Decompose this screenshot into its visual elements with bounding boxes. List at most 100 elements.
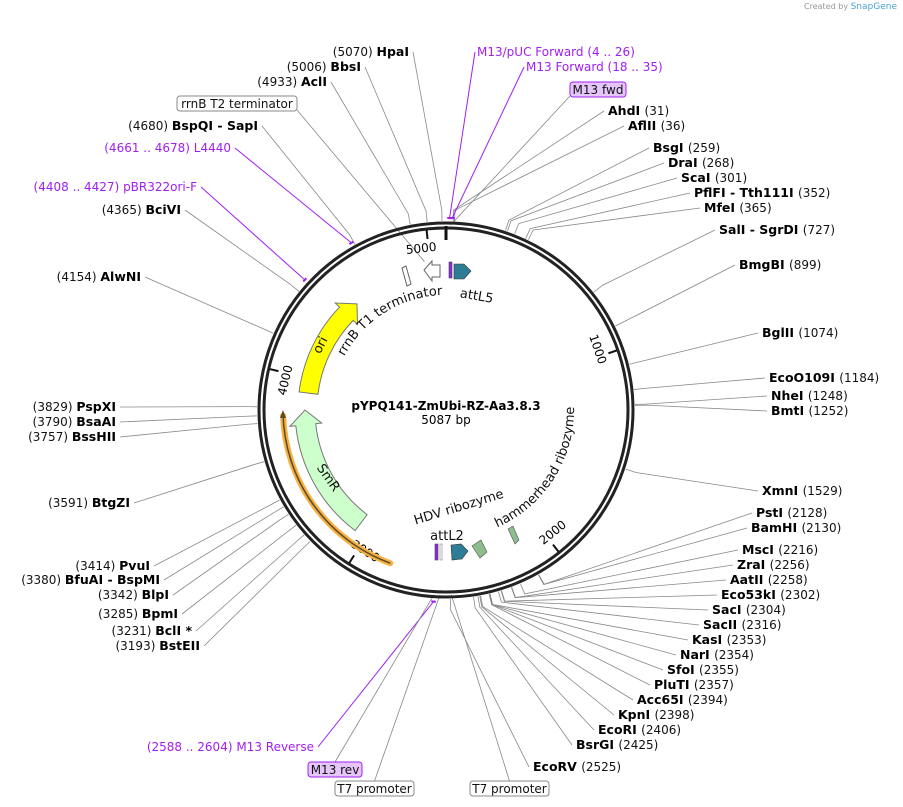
enzyme-name: SacII bbox=[703, 617, 742, 632]
tick-mark bbox=[425, 229, 429, 240]
enzyme-position: (2354) bbox=[714, 648, 754, 662]
enzyme-name: HpaI bbox=[377, 44, 410, 59]
primer-label: M13/pUC Forward (4 .. 26) bbox=[477, 45, 635, 59]
enzyme-position: (2256) bbox=[770, 558, 810, 572]
enzyme-label: (3231) BclI * bbox=[112, 623, 193, 638]
labels: (5070) HpaI(5006) BbsI(4933) AclI(4680) … bbox=[21, 44, 879, 797]
credit-brand: SnapGene bbox=[850, 2, 897, 12]
enzyme-name: BssHII bbox=[72, 429, 116, 444]
enzyme-name: BciVI bbox=[145, 202, 181, 217]
enzyme-name: MscI bbox=[742, 542, 778, 557]
enzyme-position: (2394) bbox=[688, 693, 728, 707]
attl2-site-mark bbox=[439, 543, 443, 561]
enzyme-name: DraI bbox=[668, 155, 702, 170]
enzyme-label: XmnI (1529) bbox=[762, 483, 842, 498]
enzyme-name: Eco53kI bbox=[721, 587, 780, 602]
enzyme-label: PstI (2128) bbox=[756, 505, 827, 520]
tick-mark bbox=[348, 554, 355, 564]
feature-leader-line bbox=[450, 594, 510, 782]
enzyme-label: (3829) PspXI bbox=[33, 399, 116, 414]
enzyme-leader-line bbox=[133, 461, 265, 504]
enzyme-name: BamHI bbox=[751, 520, 801, 535]
orange-arc-arrowhead bbox=[280, 410, 286, 418]
enzyme-position: (301) bbox=[715, 171, 747, 185]
enzyme-leader-line bbox=[172, 513, 289, 596]
enzyme-name: NheI bbox=[771, 388, 808, 403]
enzyme-label: BsrGI (2425) bbox=[576, 737, 658, 752]
enzyme-name: BpmI bbox=[142, 606, 178, 621]
enzyme-leader-line bbox=[500, 590, 709, 611]
enzyme-position: (2355) bbox=[699, 663, 739, 677]
backbone-outer-ring bbox=[257, 221, 635, 599]
enzyme-name: EcoRV bbox=[533, 759, 581, 774]
enzyme-leader-line bbox=[498, 591, 700, 626]
enzyme-leader-line bbox=[510, 579, 727, 599]
enzyme-name: BstEII bbox=[159, 638, 200, 653]
enzyme-label: (3414) PvuI bbox=[75, 558, 150, 573]
feature-label: M13 fwd bbox=[573, 83, 624, 97]
primer-leader-line bbox=[200, 186, 306, 281]
primer-range: (4408 .. 4427) bbox=[34, 180, 124, 194]
enzyme-position: (365) bbox=[739, 201, 771, 215]
enzyme-position: (2525) bbox=[581, 760, 621, 774]
primer-label: (4661 .. 4678) L4440 bbox=[104, 141, 231, 155]
orange-arc-line bbox=[282, 412, 391, 564]
enzyme-leader-line bbox=[615, 264, 736, 327]
rrnb-t1-terminator-arrow bbox=[423, 259, 441, 283]
enzyme-label: Eco53kI (2302) bbox=[721, 587, 820, 602]
enzyme-name: BglII bbox=[762, 325, 798, 340]
feature-label-box bbox=[176, 95, 298, 112]
enzyme-leader-line bbox=[479, 595, 615, 716]
enzyme-label: (3342) BlpI bbox=[98, 587, 169, 602]
feature-leader-line bbox=[450, 95, 571, 226]
enzyme-name: AatII bbox=[730, 572, 768, 587]
feature-name-hammerhead-text: hammerhead ribozyme bbox=[492, 407, 578, 531]
enzyme-name: BbsI bbox=[330, 59, 361, 74]
enzyme-leader-line bbox=[330, 81, 411, 225]
primer-label: (4408 .. 4427) pBR322ori-F bbox=[34, 180, 198, 194]
feature-name-attL2: attL2 bbox=[430, 529, 464, 544]
enzyme-name: PflFI - Tth111I bbox=[694, 185, 798, 200]
tick-mark bbox=[608, 349, 618, 355]
feature-label: M13 rev bbox=[311, 763, 360, 777]
enzyme-leader-line bbox=[489, 593, 664, 671]
enzyme-position: (31) bbox=[645, 104, 670, 118]
primer-name: pBR322ori-F bbox=[123, 180, 197, 194]
enzyme-name: PstI bbox=[756, 505, 787, 520]
enzyme-position: (36) bbox=[661, 119, 686, 133]
primer-leader-line bbox=[449, 51, 476, 219]
enzyme-position: (5006) bbox=[287, 60, 331, 74]
feature-label-box bbox=[469, 780, 550, 797]
feature-leader-line bbox=[296, 109, 425, 262]
enzyme-label: SacII (2316) bbox=[703, 617, 781, 632]
enzyme-leader-line bbox=[527, 207, 701, 241]
enzyme-position: (1252) bbox=[809, 404, 849, 418]
enzyme-name: BsrGI bbox=[576, 737, 618, 752]
enzyme-leader-line bbox=[525, 192, 691, 239]
enzyme-position: (1074) bbox=[798, 326, 838, 340]
enzyme-leader-line bbox=[153, 499, 280, 567]
enzyme-leader-line bbox=[629, 332, 759, 365]
enzyme-label: BsgI (259) bbox=[653, 140, 720, 155]
enzyme-position: (2406) bbox=[641, 723, 681, 737]
enzyme-leader-line bbox=[505, 147, 650, 231]
plasmid-name: pYPQ141-ZmUbi-RZ-Aa3.8.3 bbox=[351, 399, 540, 413]
enzyme-label: KpnI (2398) bbox=[618, 707, 694, 722]
enzyme-label: (5070) HpaI bbox=[333, 44, 409, 59]
enzyme-position: (3342) bbox=[98, 588, 142, 602]
primer-leader-line bbox=[451, 66, 525, 219]
enzyme-label: BmtI (1252) bbox=[771, 403, 848, 418]
enzyme-leader-line bbox=[364, 66, 428, 222]
enzyme-leader-line bbox=[163, 506, 284, 581]
hdv-ribozyme-arrow bbox=[471, 539, 488, 559]
enzyme-name: BlpI bbox=[142, 587, 169, 602]
primer-range: (18 .. 35) bbox=[608, 60, 663, 74]
leader-lines bbox=[119, 51, 768, 782]
enzyme-position: (2316) bbox=[742, 618, 782, 632]
feature-name-attL5: attL5 bbox=[459, 286, 495, 307]
enzyme-label: AhdI (31) bbox=[608, 103, 669, 118]
enzyme-name: BmgBI bbox=[739, 257, 789, 272]
enzyme-position: (2398) bbox=[655, 708, 695, 722]
attl2-primer-mark bbox=[434, 543, 439, 561]
